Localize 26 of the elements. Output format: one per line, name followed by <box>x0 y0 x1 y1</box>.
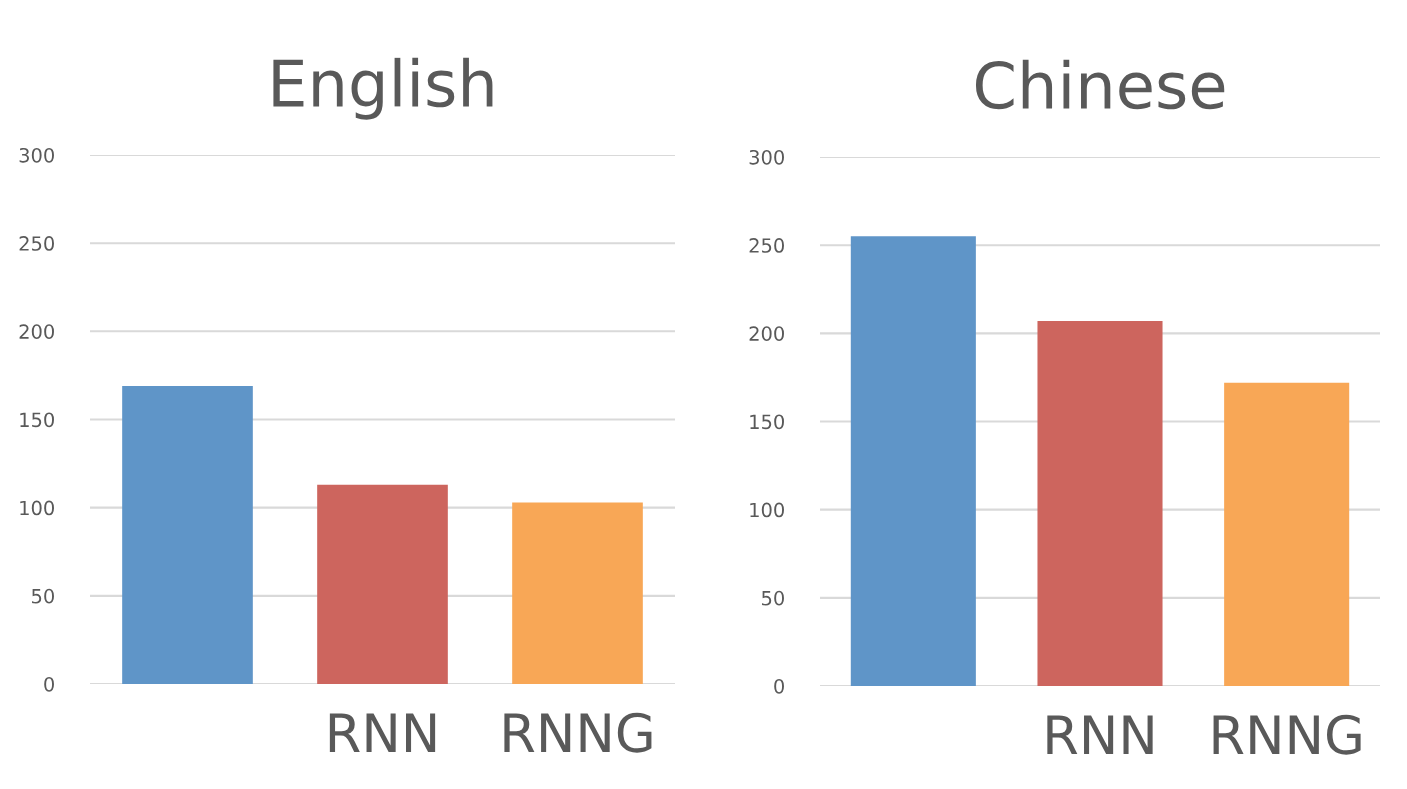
y-tick-label: 0 <box>44 676 54 692</box>
bar <box>850 236 976 686</box>
bar <box>512 502 643 684</box>
y-tick-label: 200 <box>749 326 784 341</box>
y-tick-label: 50 <box>762 590 784 606</box>
y-tick-label: 150 <box>20 412 54 428</box>
y-tick-label: 300 <box>19 147 54 163</box>
x-tick-label: RNNG <box>1213 714 1361 755</box>
x-tick-label: RNNG <box>504 712 652 753</box>
chart-title: English <box>273 57 493 120</box>
y-tick-label: 100 <box>20 500 54 516</box>
chart-title: Chinese <box>975 59 1225 110</box>
y-tick-label: 0 <box>774 678 784 694</box>
y-tick-label: 100 <box>750 502 784 518</box>
bar <box>122 386 253 684</box>
y-tick-label: 150 <box>750 414 784 430</box>
x-tick-label: RNN <box>329 713 436 752</box>
y-tick-label: 300 <box>749 149 784 165</box>
bar <box>1224 382 1350 686</box>
y-tick-label: 200 <box>19 324 54 339</box>
bar <box>1037 320 1163 686</box>
x-tick-label: RNN <box>1047 715 1153 754</box>
y-tick-label: 250 <box>749 238 784 253</box>
bar <box>317 484 448 684</box>
y-tick-label: 50 <box>32 588 54 604</box>
y-tick-label: 250 <box>19 236 54 251</box>
